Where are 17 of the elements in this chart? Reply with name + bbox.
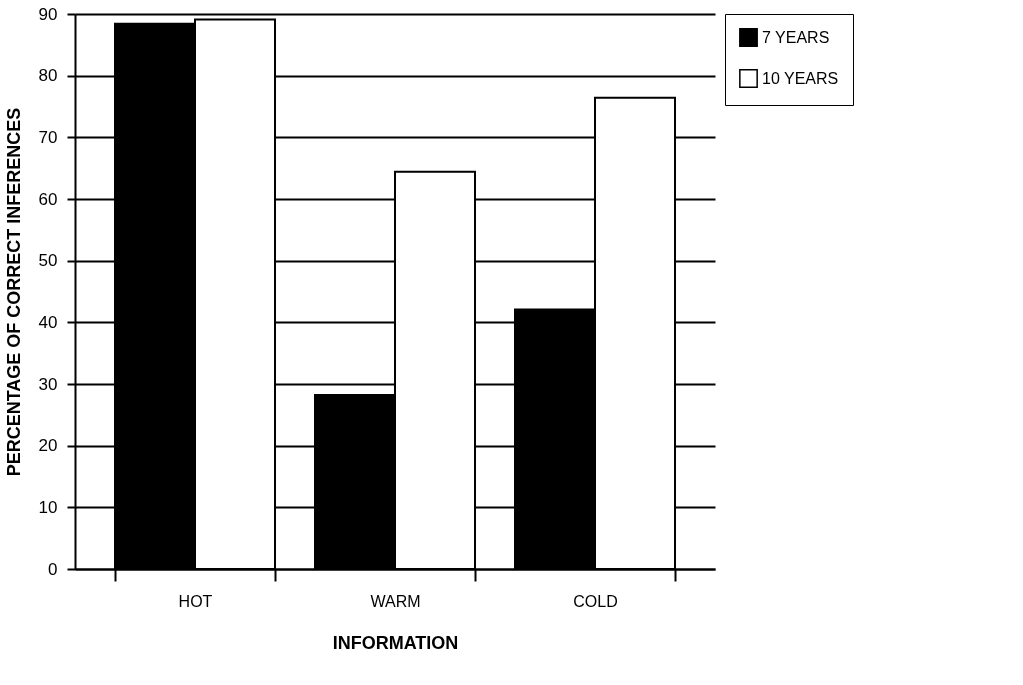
y-tick-label: 30 [38,374,58,394]
y-tick-label: 60 [38,189,58,209]
legend-label: 10 YEARS [762,69,839,87]
x-tick-label: WARM [370,592,421,610]
y-tick-label: 70 [38,127,58,147]
x-axis-title: INFORMATION [332,632,459,653]
y-tick-label: 10 [38,497,58,517]
x-tick-label: COLD [573,592,618,610]
legend-label: 7 YEARS [762,28,830,46]
y-tick-label: 50 [38,251,58,271]
y-tick-label: 40 [38,312,58,332]
x-tick-label: HOT [178,592,213,610]
y-tick-label: 90 [38,4,58,24]
y-tick-label: 20 [38,436,58,456]
y-tick-label: 80 [38,66,58,86]
y-axis-title: PERCENTAGE OF CORRECT INFERENCES [3,107,24,477]
y-tick-label: 0 [48,559,58,579]
